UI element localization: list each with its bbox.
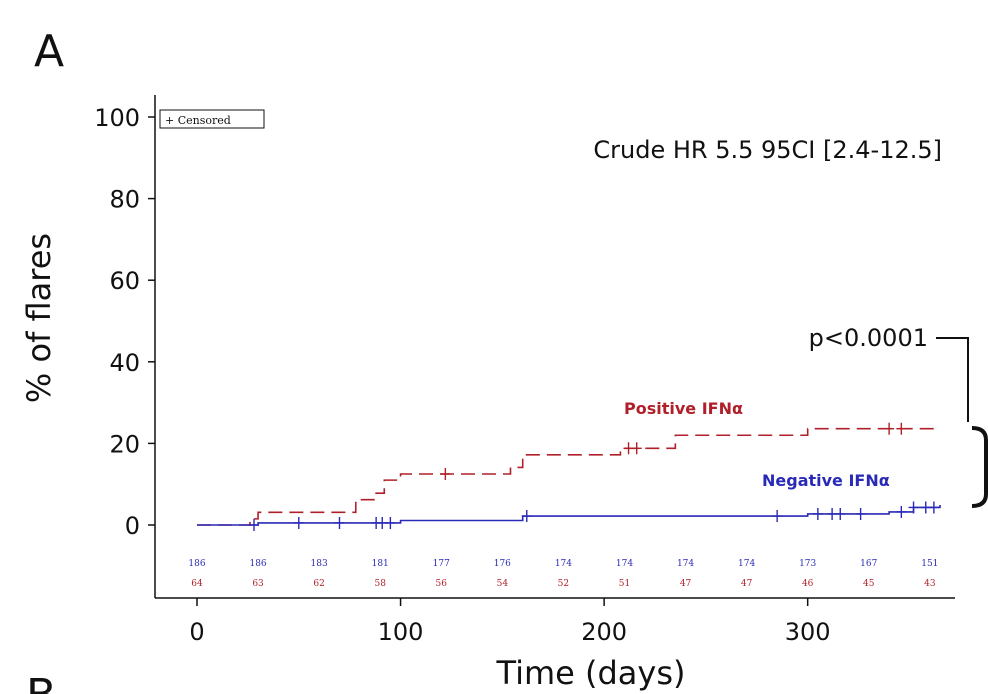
y-axis-title: % of flares [20, 233, 58, 403]
x-axis-ticks: 0 100 200 300 [189, 598, 831, 646]
censor-mark [440, 468, 451, 480]
risk-count-positive: 51 [619, 579, 630, 589]
risk-count-positive: 58 [374, 579, 386, 589]
legend-censored-label: + Censored [165, 114, 231, 127]
censor-mark [334, 516, 345, 529]
censor-mark [521, 510, 532, 523]
number-at-risk-table: 186 64 186 63 183 62 181 58 177 56 176 54 174 52 174 51… [188, 559, 938, 589]
p-value-annotation: p<0.0001 [809, 324, 928, 352]
risk-count-negative: 174 [677, 559, 694, 569]
y-tick-label: 80 [109, 186, 140, 214]
censor-mark [812, 507, 823, 520]
censor-mark [385, 516, 396, 529]
censor-mark [908, 501, 919, 514]
risk-count-negative: 183 [311, 559, 328, 569]
y-tick-label: 0 [125, 512, 140, 540]
risk-count-negative: 151 [921, 559, 938, 569]
risk-count-negative: 167 [860, 559, 877, 569]
risk-count-positive: 47 [680, 579, 692, 589]
risk-count-negative: 174 [555, 559, 572, 569]
p-value-bracket [971, 426, 988, 508]
next-panel-label: B [26, 670, 56, 694]
series-label-negative: Negative IFNα [762, 471, 890, 490]
censor-mark [884, 422, 895, 435]
censor-mark [835, 507, 846, 520]
x-tick-label: 300 [785, 618, 831, 646]
risk-count-positive: 47 [741, 579, 753, 589]
censor-mark [855, 507, 866, 520]
panel-label: A [34, 26, 64, 77]
risk-count-positive: 64 [191, 579, 203, 589]
risk-count-negative: 173 [799, 559, 816, 569]
risk-count-negative: 177 [433, 559, 450, 569]
risk-count-positive: 54 [497, 579, 509, 589]
risk-count-negative: 174 [738, 559, 755, 569]
hazard-ratio-annotation: Crude HR 5.5 95CI [2.4-12.5] [593, 136, 942, 164]
risk-count-negative: 176 [494, 559, 511, 569]
y-tick-label: 60 [109, 267, 140, 295]
risk-count-positive: 45 [863, 579, 875, 589]
censor-mark [248, 519, 259, 531]
risk-count-negative: 181 [372, 559, 389, 569]
censor-marks [248, 422, 939, 531]
x-axis-title: Time (days) [496, 654, 686, 692]
censor-mark [928, 501, 939, 514]
censor-mark [896, 505, 907, 518]
risk-count-negative: 174 [616, 559, 633, 569]
risk-count-positive: 52 [558, 579, 569, 589]
risk-count-negative: 186 [188, 559, 205, 569]
y-axis-ticks: 0 20 40 60 80 100 [94, 104, 155, 540]
censor-mark [772, 510, 783, 523]
censor-mark [293, 516, 304, 529]
risk-count-positive: 46 [802, 579, 814, 589]
risk-count-positive: 62 [313, 579, 324, 589]
risk-count-positive: 56 [436, 579, 448, 589]
x-tick-label: 0 [189, 618, 204, 646]
x-tick-label: 200 [581, 618, 627, 646]
censor-mark [631, 442, 642, 455]
risk-count-negative: 186 [249, 559, 266, 569]
x-tick-label: 100 [378, 618, 424, 646]
p-value-leader-line [936, 337, 969, 422]
censor-mark [896, 422, 907, 435]
risk-count-positive: 43 [924, 579, 936, 589]
y-tick-label: 20 [109, 430, 140, 458]
y-tick-label: 100 [94, 104, 140, 132]
risk-count-positive: 63 [252, 579, 264, 589]
series-line-positive [197, 427, 940, 526]
y-tick-label: 40 [109, 349, 140, 377]
series-label-positive: Positive IFNα [624, 399, 743, 418]
legend-box: + Censored [159, 109, 265, 129]
series-line-negative [197, 505, 941, 526]
